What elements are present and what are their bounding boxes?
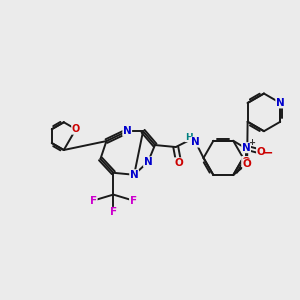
Text: −: − [262, 146, 273, 159]
Text: O: O [242, 157, 250, 166]
Text: F: F [130, 196, 137, 206]
Text: +: + [248, 138, 256, 147]
Text: F: F [110, 207, 117, 218]
Text: H: H [185, 133, 193, 142]
Text: N: N [191, 137, 200, 147]
Text: O: O [72, 124, 80, 134]
Text: O: O [256, 147, 265, 157]
Text: F: F [90, 196, 97, 206]
Text: N: N [123, 126, 132, 136]
Text: O: O [174, 158, 183, 168]
Text: N: N [144, 157, 152, 167]
Text: N: N [130, 170, 139, 180]
Text: N: N [242, 143, 250, 153]
Text: O: O [243, 159, 251, 169]
Text: N: N [276, 98, 285, 108]
